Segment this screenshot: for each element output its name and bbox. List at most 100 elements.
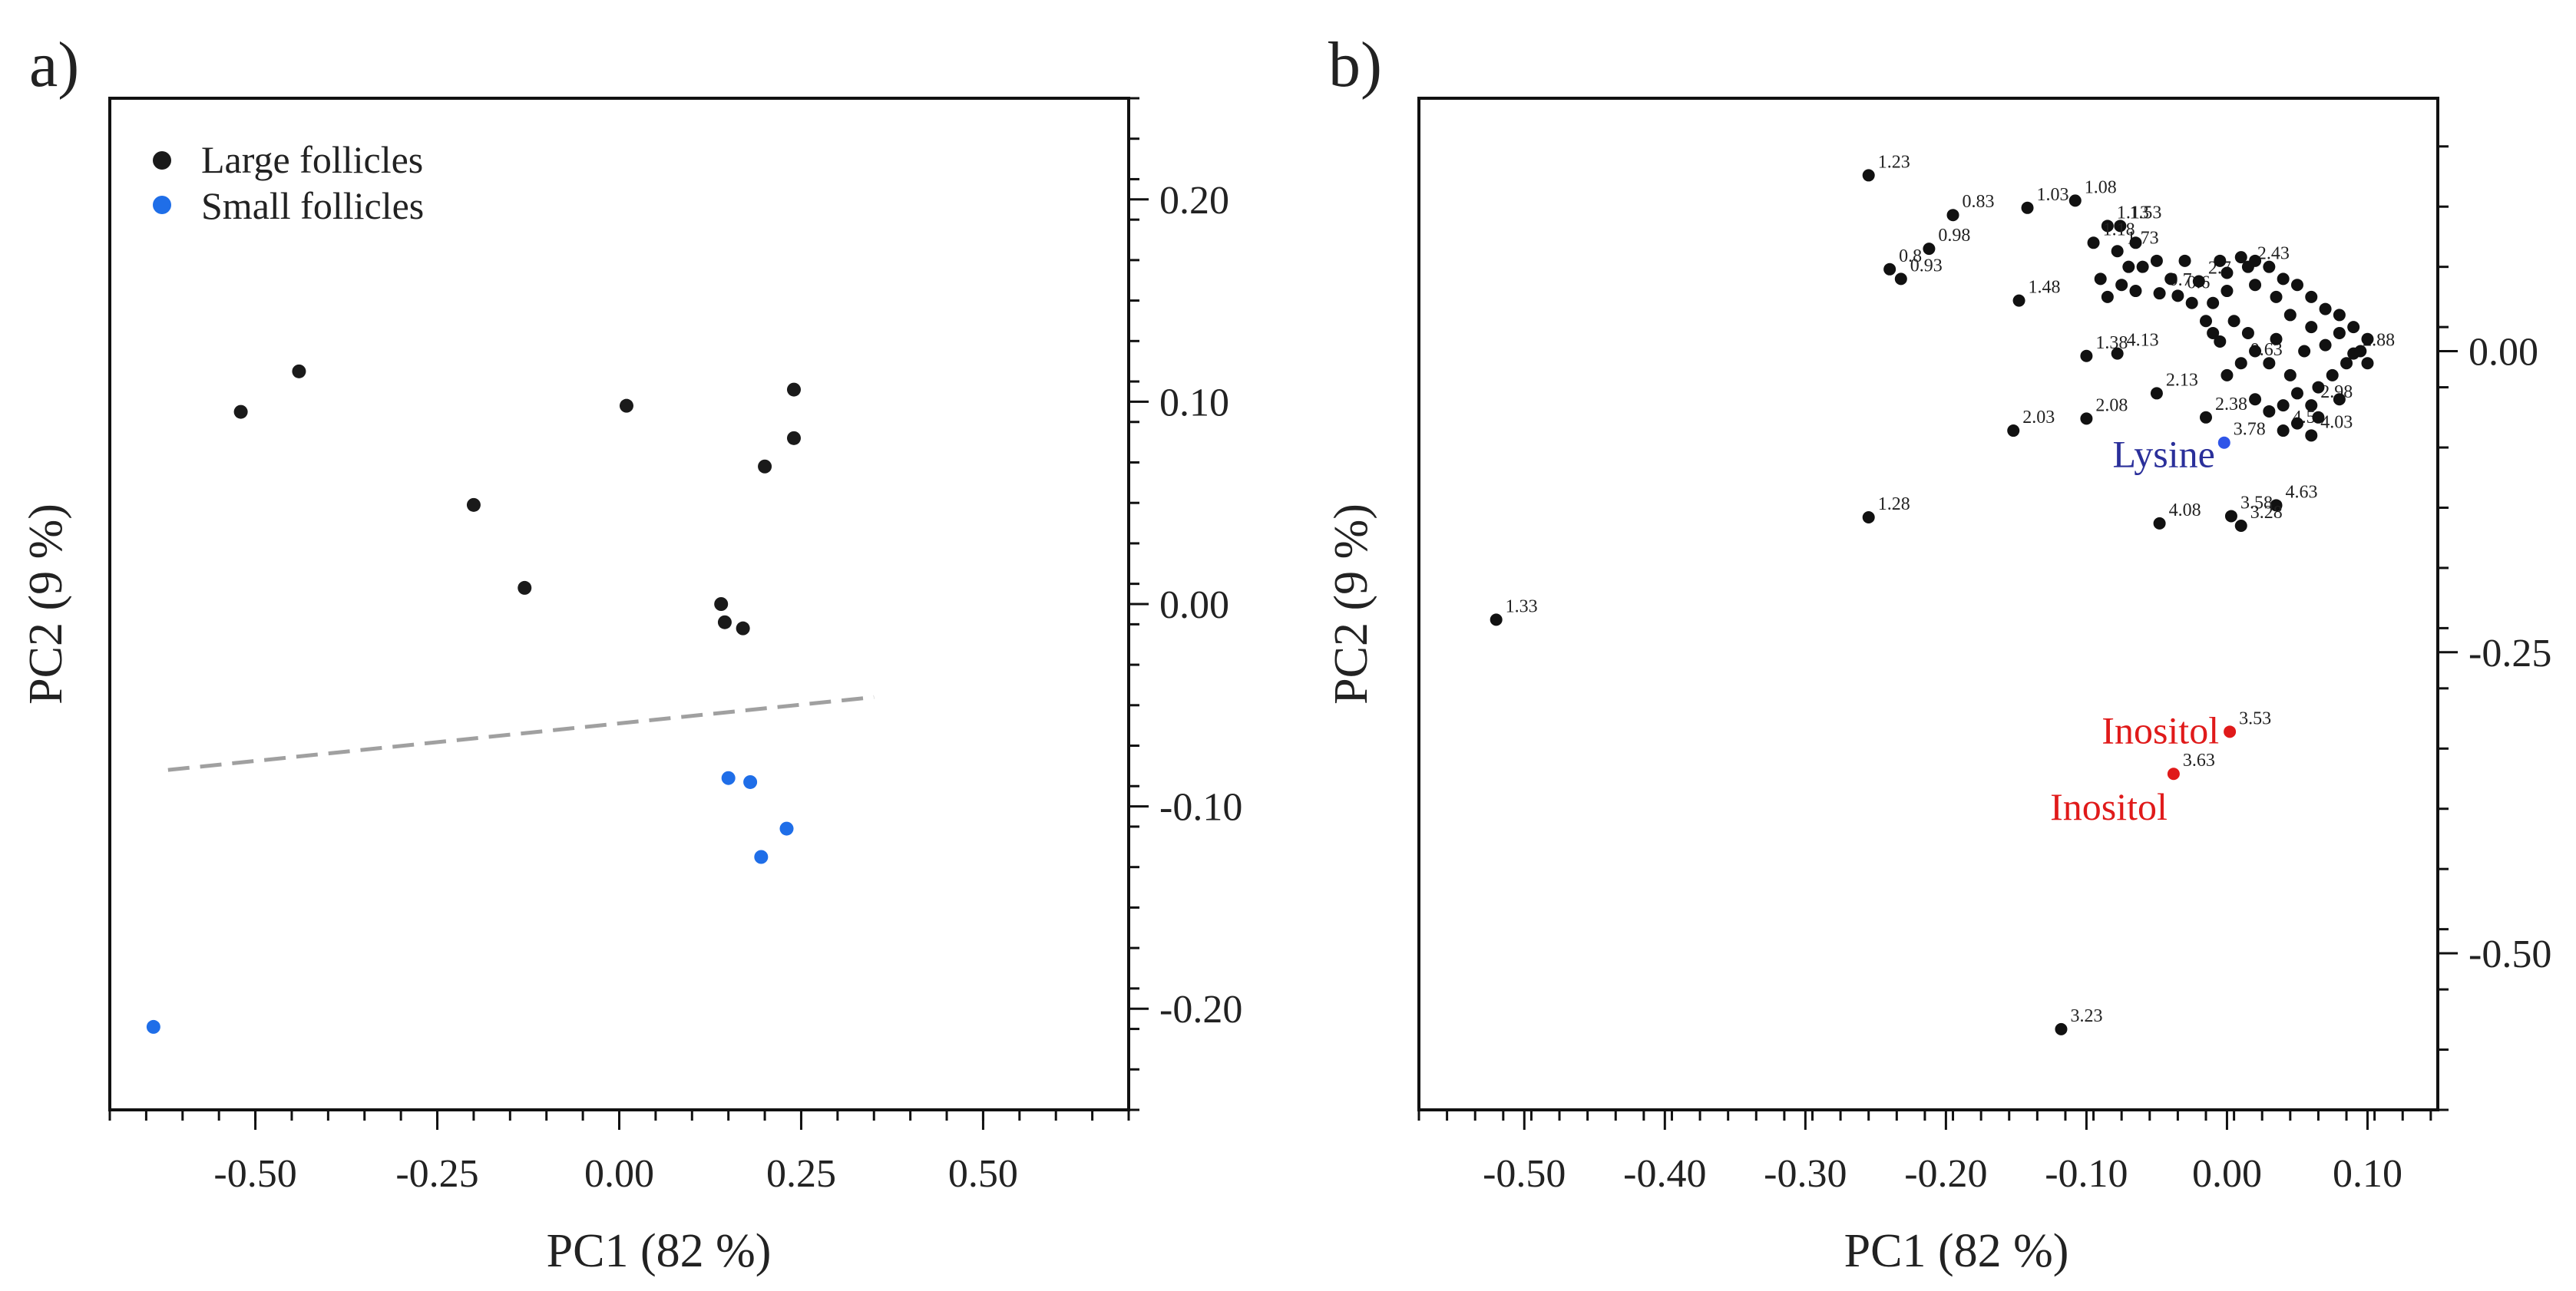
loading-point-label: 0.8 [1899, 246, 1922, 266]
panel-a-dashed-separator [167, 695, 875, 772]
panel-b-points: 1.23 0.83 1.03 1.08 0.98 0.80.93 1.131.531.18 1… [1490, 152, 2395, 1035]
panel-b-ticks [1417, 145, 2458, 1130]
loading-point [2333, 393, 2346, 406]
loading-point-label: 0.93 [1910, 256, 1943, 276]
loading-point [2277, 272, 2290, 286]
loading-point-label: 2.03 [2022, 408, 2055, 428]
y-tick-label: -0.10 [1159, 786, 1242, 830]
panel-a: a) -0.50 -0.25 0.00 0.25 0.50 0.200.100.00-0… [20, 29, 1242, 1277]
loading-point [2305, 429, 2318, 442]
point-large-follicles [466, 497, 481, 512]
loading-point [2270, 332, 2283, 345]
x-tick-label: -0.50 [213, 1152, 296, 1196]
loading-point [1894, 272, 1907, 286]
loading-point [2354, 345, 2367, 358]
x-tick-label: 0.25 [766, 1152, 836, 1196]
panel-a-plot-frame [108, 97, 1130, 1111]
loading-point [2298, 345, 2311, 358]
loading-point [2234, 251, 2247, 264]
loading-point [2249, 279, 2262, 292]
loading-point [2224, 510, 2237, 523]
y-tick-label: -0.25 [2469, 632, 2551, 675]
point-large-follicles [786, 382, 801, 397]
loading-point [2263, 357, 2276, 370]
point-small-follicles [754, 850, 769, 864]
legend-marker-small-follicles [153, 196, 171, 214]
panel-a-ticks [108, 97, 1149, 1130]
loading-point-label: 3.28 [2250, 503, 2283, 523]
point-large-follicles [518, 580, 532, 595]
panel-a-points [146, 364, 801, 1034]
point-large-follicles [233, 404, 248, 419]
y-tick-label: 0.00 [1159, 583, 1229, 627]
loading-point-label: 2.43 [2257, 244, 2290, 264]
loading-point-label: 1.28 [1878, 494, 1910, 514]
loading-point [2319, 338, 2332, 352]
loading-point [2150, 254, 2163, 267]
loading-point-label: 1.03 [2037, 185, 2069, 205]
loading-point [2270, 290, 2283, 303]
point-small-follicles [721, 771, 736, 785]
loading-point [2164, 272, 2178, 286]
loading-point [2214, 254, 2227, 267]
x-tick-label: 0.50 [948, 1152, 1018, 1196]
point-large-follicles [717, 615, 732, 629]
loading-point [2290, 387, 2303, 400]
loading-point-label: 0.83 [1963, 192, 1995, 212]
panel-a-y-tick-labels: 0.20 0.10 0.00 -0.10 -0.20 [1159, 179, 1242, 1032]
point-large-follicles [758, 459, 772, 474]
loading-point [2249, 393, 2262, 406]
x-tick-label: -0.40 [1623, 1152, 1706, 1196]
loading-point [2115, 279, 2128, 292]
x-tick-label: -0.30 [1764, 1152, 1847, 1196]
highlight-point-label-inositol-3-63: 3.63 [2183, 751, 2215, 771]
loading-point [2080, 349, 2093, 362]
loading-point [2234, 357, 2247, 370]
loading-point-label: 1.38 [2095, 333, 2128, 353]
loading-point-label: 2.13 [2166, 370, 2198, 390]
loading-point [2221, 368, 2234, 381]
loading-point [1490, 613, 1503, 626]
x-tick-label: -0.50 [1483, 1152, 1566, 1196]
loading-point [2012, 294, 2025, 307]
loading-point-label: 1.18 [2103, 220, 2135, 239]
loading-point-label: 3.23 [2070, 1006, 2102, 1026]
loading-point-label: 4.03 [2320, 412, 2353, 432]
loading-point [2111, 245, 2124, 258]
loading-point [2305, 399, 2318, 412]
loading-point-label: 4.63 [2286, 482, 2318, 502]
loading-point [1862, 511, 1875, 524]
loading-point [2068, 194, 2082, 207]
loading-point [2199, 315, 2212, 328]
legend-marker-large-follicles [153, 151, 171, 170]
point-large-follicles [292, 364, 306, 378]
loading-point [2136, 260, 2149, 273]
loading-point [2055, 1022, 2068, 1035]
y-tick-label: 0.10 [1159, 381, 1229, 424]
loading-point [2241, 326, 2254, 339]
loading-point [2114, 220, 2127, 233]
x-tick-label: -0.20 [1904, 1152, 1987, 1196]
loading-point [2122, 260, 2135, 273]
loading-point [2192, 275, 2205, 288]
loading-point [2277, 424, 2290, 437]
loading-point [2178, 254, 2191, 267]
metabolite-name-inositol-3-53: Inositol [2101, 708, 2219, 751]
loading-point [2333, 326, 2346, 339]
loading-point [2326, 368, 2339, 381]
loading-point [2199, 411, 2212, 424]
panel-b-x-tick-labels: -0.50 -0.40 -0.30 -0.20 -0.10 0.00 0.10 [1483, 1152, 2402, 1196]
x-tick-label: 0.00 [584, 1152, 654, 1196]
loading-point [2340, 357, 2353, 370]
loading-point-label: 3.58 [2240, 493, 2273, 513]
loading-point [2153, 287, 2166, 300]
loading-point-label: 4.13 [2127, 331, 2159, 351]
x-tick-label: -0.25 [395, 1152, 478, 1196]
loading-point [2087, 236, 2100, 249]
loading-point [2111, 347, 2124, 360]
loading-point [2221, 266, 2234, 279]
highlight-point-inositol-3-63 [2167, 768, 2180, 781]
y-tick-label: -0.50 [2469, 933, 2551, 976]
highlight-point-label-lysine: 3.78 [2234, 420, 2266, 440]
